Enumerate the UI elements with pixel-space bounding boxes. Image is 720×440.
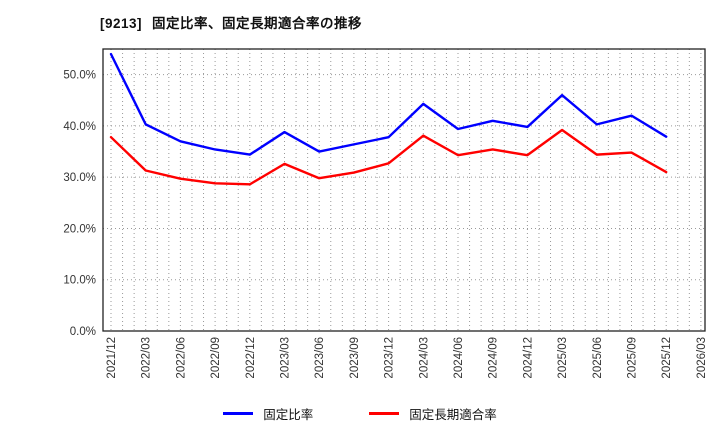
x-tick-label: 2022/12 (245, 337, 257, 379)
x-tick-label: 2025/03 (557, 337, 569, 379)
legend-label: 固定長期適合率 (409, 408, 497, 422)
x-tick-label: 2021/12 (106, 337, 118, 379)
x-tick-label: 2023/03 (280, 337, 292, 379)
series-line-blue (109, 52, 668, 156)
legend-item-fixed-ratio: 固定比率 (223, 404, 313, 423)
x-tick-label: 2022/03 (141, 337, 153, 379)
y-tick-label: 30.0% (63, 172, 96, 184)
y-tick-label: 20.0% (63, 223, 96, 235)
legend-line-sample-blue (223, 412, 254, 415)
plot-border (102, 48, 706, 332)
y-tick-label: 40.0% (63, 121, 96, 133)
x-tick-label: 2024/06 (453, 337, 465, 379)
x-tick-label: 2025/06 (592, 337, 604, 379)
x-tick-label: 2022/09 (210, 337, 222, 379)
chart-title: [9213] 固定比率、固定長期適合率の推移 (100, 12, 362, 32)
x-tick-label: 2024/12 (522, 337, 534, 379)
x-tick-label: 2024/03 (418, 337, 430, 379)
x-tick-label: 2025/09 (627, 337, 639, 379)
x-tick-label: 2023/12 (384, 337, 396, 379)
legend-line-sample-red (369, 412, 400, 415)
page-title: 固定比率、固定長期適合率の推移 (152, 16, 363, 31)
x-tick-label: 2022/06 (175, 337, 187, 379)
y-tick-label: 10.0% (63, 275, 96, 287)
chart-legend: 固定比率 固定長期適合率 (0, 404, 720, 423)
x-tick-label: 2024/09 (488, 337, 500, 379)
ticker-code: [9213] (100, 16, 143, 31)
x-tick-label: 2026/03 (696, 337, 708, 379)
legend-item-fixed-longterm-ratio: 固定長期適合率 (369, 404, 497, 423)
y-tick-label: 50.0% (63, 70, 96, 82)
x-tick-label: 2023/06 (314, 337, 326, 379)
y-tick-label: 0.0% (70, 326, 96, 338)
x-tick-label: 2023/09 (349, 337, 361, 379)
x-tick-label: 2025/12 (661, 337, 673, 379)
series-line-red (109, 128, 668, 186)
legend-label: 固定比率 (263, 408, 314, 422)
